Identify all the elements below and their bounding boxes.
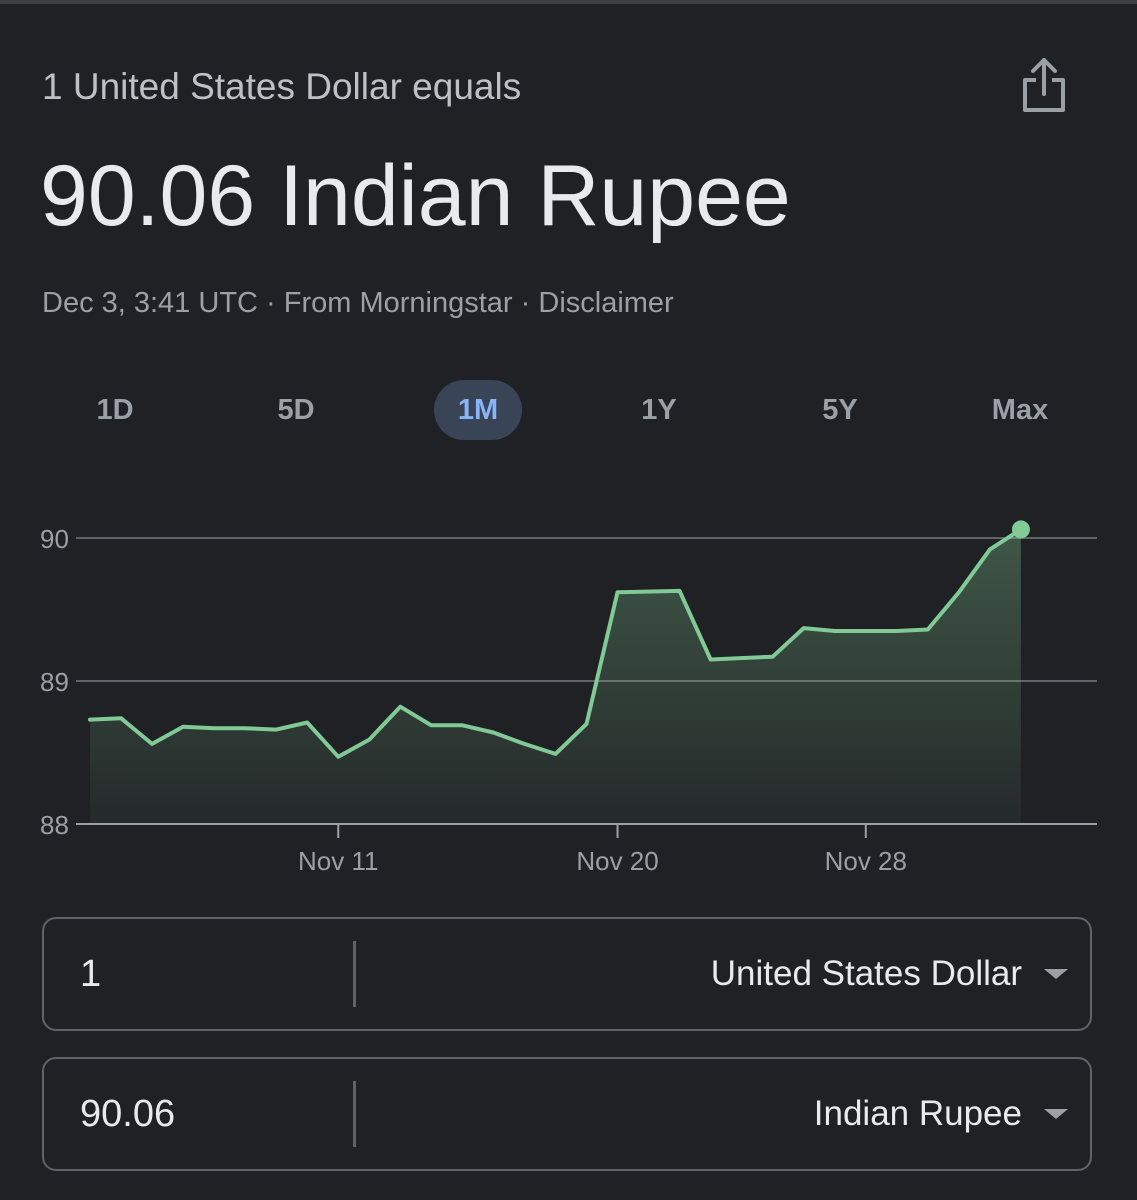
from-currency-label: United States Dollar [710,954,1022,993]
latest-value-marker [1011,520,1030,539]
top-divider [0,0,1137,4]
x-tick-label: Nov 11 [298,846,378,876]
tab-1m[interactable]: 1M [434,380,522,440]
to-amount-input[interactable]: 90.06 [80,1092,176,1135]
share-button[interactable] [1018,54,1070,116]
conversion-subtitle: 1 United States Dollar equals [42,66,522,107]
conversion-meta: Dec 3, 3:41 UTC · From Morningstar · Dis… [42,283,674,323]
tab-1d[interactable]: 1D [96,393,134,426]
tab-5d[interactable]: 5D [277,393,315,426]
to-currency-label: Indian Rupee [813,1094,1022,1133]
meta-separator: · [512,287,539,319]
from-currency-select[interactable]: United States Dollar [711,919,1068,1029]
converter-divider [353,941,356,1007]
chart-area-fill [90,529,1021,824]
y-tick-label: 89 [40,667,69,697]
dropdown-arrow-icon [1044,1109,1068,1119]
source-link[interactable]: From Morningstar [283,287,513,319]
chart-series-line [88,527,1023,759]
meta-separator: · [257,287,284,319]
tab-1y[interactable]: 1Y [641,393,677,426]
y-tick-label: 90 [40,524,69,554]
to-currency-select[interactable]: Indian Rupee [814,1059,1068,1169]
share-icon [1023,58,1065,112]
from-amount-input[interactable]: 1 [80,952,102,995]
x-tick-label: Nov 20 [576,846,658,876]
conversion-result: 90.06 Indian Rupee [40,148,791,244]
tab-5y[interactable]: 5Y [822,393,858,426]
update-timestamp: Dec 3, 3:41 UTC [42,287,258,319]
tab-max[interactable]: Max [991,393,1049,426]
disclaimer-link[interactable]: Disclaimer [538,287,674,319]
dropdown-arrow-icon [1044,969,1068,979]
to-converter-row: 90.06 Indian Rupee [42,1057,1092,1171]
time-range-tabs: 1D 5D 1M 1Y 5Y Max [50,378,1090,442]
x-tick-label: Nov 28 [825,846,907,876]
from-converter-row: 1 United States Dollar [42,917,1092,1031]
exchange-rate-chart[interactable]: 88 89 90 Nov 11 Nov 20 Nov 28 [0,470,1137,890]
y-tick-label: 88 [40,810,69,840]
conversion-header: 1 United States Dollar equals [42,62,1082,112]
converter-divider [353,1081,356,1147]
